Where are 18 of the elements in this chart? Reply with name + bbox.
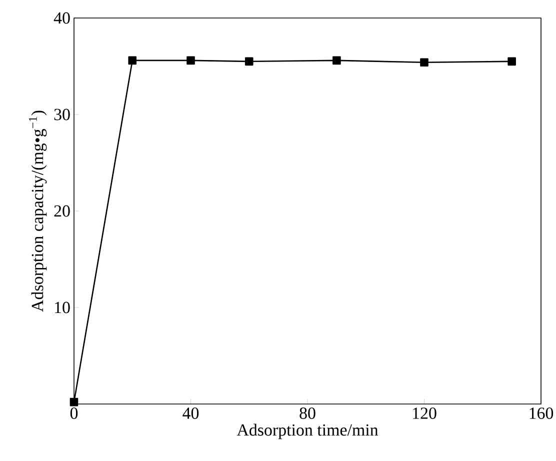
y-tick-label: 40 [54,12,70,24]
x-tick-label: 120 [413,408,436,419]
x-tick-label: 160 [530,408,554,419]
point [70,398,78,406]
y-tick-label: 20 [54,205,70,217]
x-tick-label: 80 [300,408,316,419]
point [128,56,137,65]
y-tick-label: 10 [55,302,70,314]
y-axis-title: Adsorption capacity/(mg•g$^{−1}$) [28,110,47,312]
x-tick-label: 0 [70,408,78,419]
x-axis-title: Adsorption time/min [236,424,378,440]
point [332,56,341,65]
x-tick-label: 40 [182,408,199,419]
point [508,57,516,66]
point [186,56,195,65]
point [420,58,428,67]
point [244,57,254,66]
y-tick-label: 30 [54,108,70,120]
